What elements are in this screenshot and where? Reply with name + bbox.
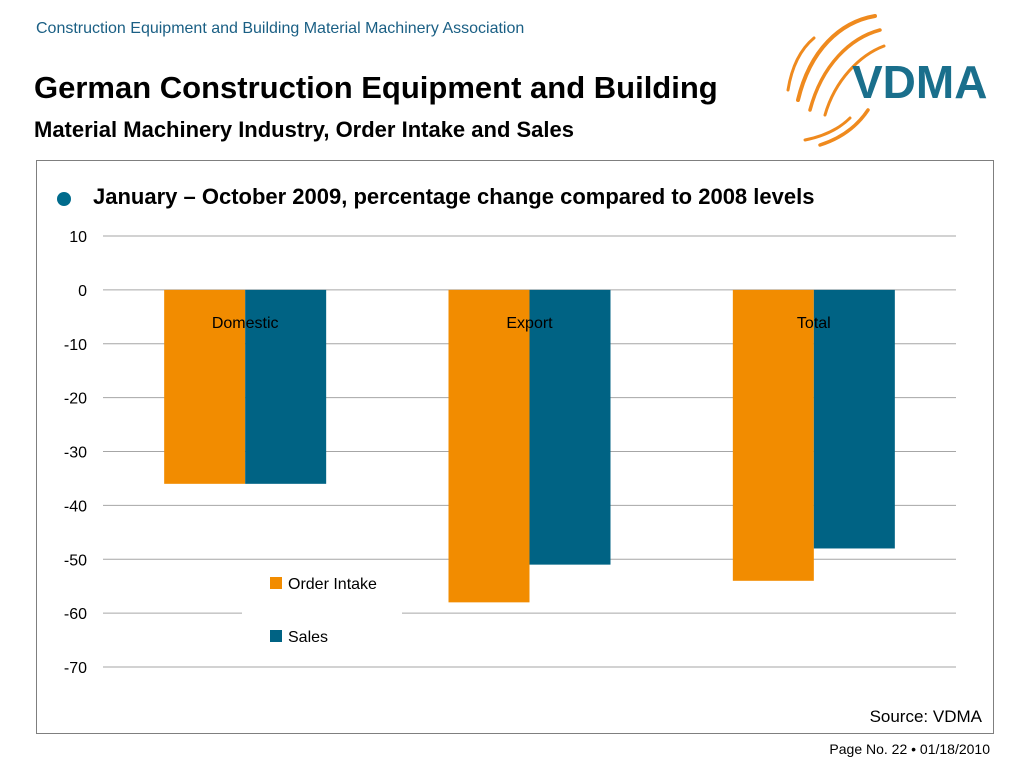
y-tick-label: -20 xyxy=(64,391,87,408)
y-tick-label: -50 xyxy=(64,552,87,569)
legend-box xyxy=(242,565,402,655)
bullet-icon xyxy=(57,192,71,206)
page-number: Page No. 22 • 01/18/2010 xyxy=(829,741,990,757)
y-tick-label: -30 xyxy=(64,445,87,462)
bar-sales xyxy=(529,289,611,565)
logo-text: VDMA xyxy=(852,56,987,108)
logo-arcs xyxy=(786,14,886,147)
source-note: Source: VDMA xyxy=(869,707,982,726)
bar-order-intake xyxy=(732,289,814,581)
bar-order-intake xyxy=(448,289,530,603)
association-name: Construction Equipment and Building Mate… xyxy=(36,20,525,37)
legend-label: Sales xyxy=(288,629,328,646)
legend-swatch xyxy=(270,630,282,642)
y-tick-label: -10 xyxy=(64,337,87,354)
y-tick-label: -60 xyxy=(64,606,87,623)
page-subtitle: Material Machinery Industry, Order Intak… xyxy=(34,117,574,142)
bar-sales xyxy=(245,289,327,484)
category-label: Total xyxy=(797,315,831,332)
bullet-text: January – October 2009, percentage chang… xyxy=(93,184,815,209)
bar-sales xyxy=(813,289,895,549)
y-tick-label: -70 xyxy=(64,660,87,677)
y-tick-label: -40 xyxy=(64,498,87,515)
legend-swatch xyxy=(270,577,282,589)
chart-frame xyxy=(36,160,994,734)
y-tick-label: 10 xyxy=(69,229,87,246)
vdma-logo: VDMA xyxy=(786,14,987,147)
page-title: German Construction Equipment and Buildi… xyxy=(34,70,718,105)
y-tick-label: 0 xyxy=(78,283,87,300)
category-label: Domestic xyxy=(212,315,279,332)
category-label: Export xyxy=(506,315,553,332)
bar-order-intake xyxy=(164,289,246,484)
legend-label: Order Intake xyxy=(288,576,377,593)
